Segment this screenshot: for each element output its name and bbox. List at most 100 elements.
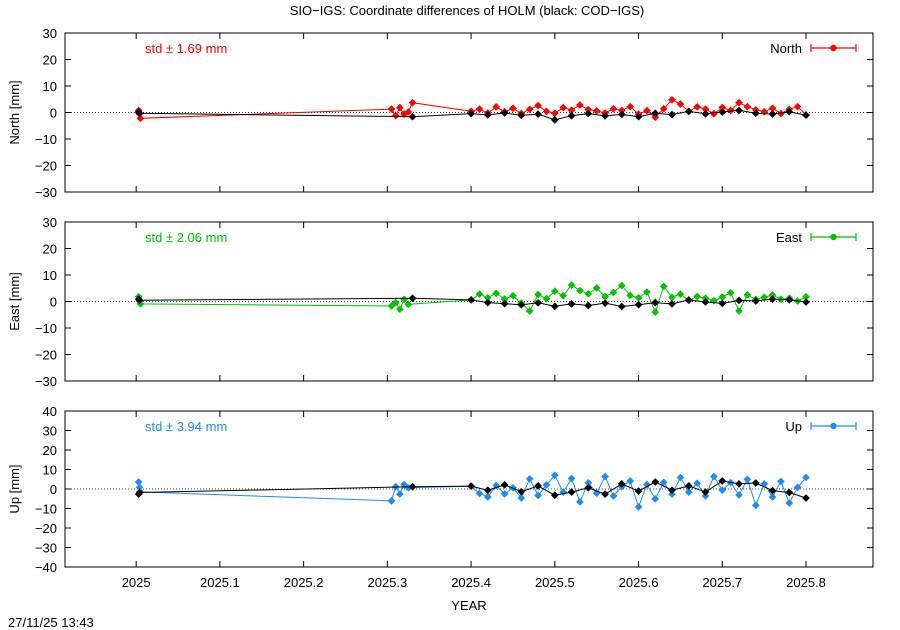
y-axis-label: East [mm] [7, 272, 22, 331]
data-point [626, 102, 635, 111]
data-point [500, 489, 509, 498]
data-point [408, 98, 417, 107]
data-point [726, 288, 735, 297]
y-tick-label: 10 [43, 463, 57, 478]
y-tick-label: 10 [43, 268, 57, 283]
legend-marker [830, 422, 837, 430]
data-point [701, 488, 710, 497]
data-point [785, 488, 794, 497]
data-point [550, 302, 559, 311]
data-point [135, 296, 144, 305]
data-point [743, 102, 752, 111]
data-point [395, 490, 404, 499]
data-point [135, 488, 144, 497]
data-point [642, 106, 651, 115]
data-point [391, 298, 400, 307]
data-point [542, 294, 551, 303]
data-point [550, 471, 559, 480]
y-tick-label: 10 [43, 79, 57, 94]
data-point [534, 110, 543, 119]
data-point [500, 299, 509, 308]
data-point [584, 289, 593, 298]
data-point [634, 112, 643, 121]
data-point [534, 298, 543, 307]
data-point [768, 486, 777, 495]
y-tick-label: 30 [43, 424, 57, 439]
data-point [592, 106, 601, 115]
x-tick-label: 2025.2 [284, 575, 324, 590]
data-point [395, 103, 404, 112]
data-point [634, 293, 643, 302]
data-point [718, 299, 727, 308]
chart-panels: −30 −20 −10 0 10 20 30 North [mm] std ± 1.69 mm N… [7, 26, 874, 613]
data-point [651, 109, 660, 118]
data-point [467, 109, 476, 118]
data-point [492, 289, 501, 298]
data-point [659, 282, 668, 291]
data-point [693, 479, 702, 488]
y-tick-label: −30 [35, 541, 57, 556]
data-point [659, 104, 668, 113]
data-point [601, 111, 610, 120]
data-point [735, 98, 743, 107]
legend-label: North [770, 41, 802, 56]
data-point [525, 474, 534, 483]
x-axis-label: YEAR [451, 598, 486, 613]
data-point [601, 299, 610, 308]
data-point [802, 298, 810, 306]
data-point [642, 480, 651, 489]
data-point [793, 102, 802, 111]
legend-label: Up [785, 419, 802, 434]
data-point [575, 497, 584, 506]
x-tick-label: 2025 [122, 575, 151, 590]
data-point [404, 300, 413, 309]
data-point [517, 111, 526, 120]
y-tick-label: −10 [35, 321, 57, 336]
data-point [802, 473, 810, 482]
chart-title: SIO−IGS: Coordinate differences of HOLM … [290, 3, 645, 18]
y-tick-label: 30 [43, 26, 57, 41]
data-point [550, 109, 559, 118]
data-point [617, 302, 626, 311]
data-point [668, 95, 676, 104]
data-point [601, 472, 610, 481]
data-point [718, 108, 727, 116]
x-tick-label: 2025.5 [535, 575, 575, 590]
data-point [634, 300, 643, 309]
y-tick-label: −30 [35, 374, 57, 389]
data-point [735, 296, 743, 305]
y-tick-label: −30 [35, 185, 57, 200]
data-point [726, 106, 735, 115]
data-point [760, 293, 769, 302]
data-point [575, 101, 584, 110]
data-point [609, 288, 618, 297]
data-point [584, 109, 593, 118]
data-point [467, 482, 476, 491]
data-point [601, 490, 610, 499]
y-tick-label: 0 [50, 295, 57, 310]
data-point [387, 105, 396, 114]
data-point [743, 475, 752, 484]
data-point [793, 483, 802, 492]
x-tick-label: 2025.1 [200, 575, 240, 590]
data-point [517, 487, 526, 496]
data-point [559, 291, 568, 300]
data-point [751, 501, 760, 510]
data-point [517, 494, 526, 502]
data-point [395, 305, 404, 314]
data-point [534, 290, 543, 299]
data-point [668, 110, 676, 119]
timestamp: 27/11/25 13:43 [8, 615, 94, 630]
plot-frame [64, 32, 874, 193]
data-point [136, 114, 145, 123]
data-point [617, 281, 626, 290]
data-point [651, 308, 660, 317]
data-point [135, 109, 144, 118]
data-point [592, 284, 601, 292]
data-point [634, 502, 643, 511]
data-point [483, 493, 492, 501]
data-point [483, 110, 492, 119]
std-label: std ± 3.94 mm [145, 419, 227, 434]
data-point [651, 478, 660, 486]
data-point [475, 290, 484, 299]
